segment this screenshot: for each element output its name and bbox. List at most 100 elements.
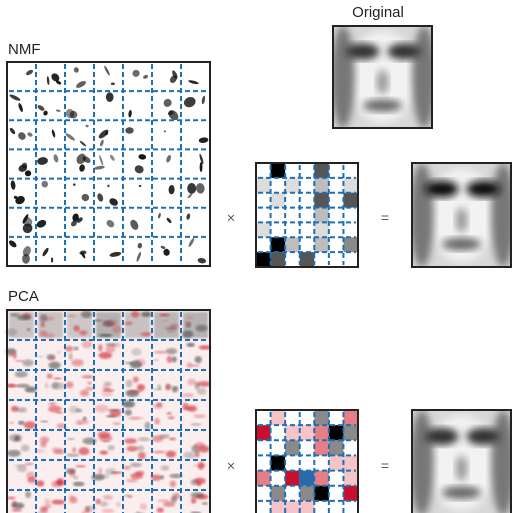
basis-stroke xyxy=(183,96,196,108)
eigen-blob xyxy=(190,422,202,426)
eigen-blob xyxy=(168,437,177,441)
face-feature xyxy=(376,69,389,95)
basis-stroke xyxy=(51,73,60,82)
basis-stroke xyxy=(53,154,59,163)
basis-stroke xyxy=(125,127,134,134)
eigen-blob xyxy=(66,314,77,318)
eigen-blob xyxy=(137,437,151,442)
eigen-blob xyxy=(196,387,207,396)
coef-cell xyxy=(270,163,286,178)
basis-stroke xyxy=(72,213,79,222)
coef-cell xyxy=(343,470,358,486)
eigen-blob xyxy=(20,444,30,452)
eigen-blob xyxy=(40,420,49,423)
basis-stroke xyxy=(134,165,144,174)
eigen-blob xyxy=(35,449,46,453)
eigen-blob xyxy=(197,381,211,387)
eigen-blob xyxy=(14,370,28,378)
eigen-blob xyxy=(93,319,103,322)
eigen-blob xyxy=(44,332,55,339)
eigen-blob xyxy=(144,421,151,430)
eigen-blob xyxy=(128,390,142,393)
eigen-blob xyxy=(140,332,152,337)
coef-cell xyxy=(285,425,300,441)
eigen-blob xyxy=(103,381,112,386)
eigen-blob xyxy=(24,462,34,466)
basis-stroke xyxy=(76,153,86,165)
face-feature xyxy=(466,428,501,445)
basis-stroke xyxy=(187,193,193,199)
basis-stroke xyxy=(22,254,30,264)
grid-lines xyxy=(9,312,208,513)
coef-cell xyxy=(270,455,286,471)
eigen-blob xyxy=(105,468,117,476)
basis-stroke xyxy=(22,246,31,257)
coef-cell xyxy=(314,410,329,426)
eigen-blob xyxy=(95,498,102,505)
eigen-blob xyxy=(151,435,164,443)
eigen-blob xyxy=(169,473,183,479)
equals-sign: = xyxy=(381,458,389,474)
eigen-blob xyxy=(126,445,138,452)
eigen-blob xyxy=(165,348,178,355)
eigen-blob xyxy=(71,447,77,453)
eigen-blob xyxy=(67,437,75,440)
eigen-blob xyxy=(162,319,169,322)
face-feature xyxy=(333,26,355,128)
eigen-blob xyxy=(11,502,25,509)
eigen-blob xyxy=(11,405,19,412)
eigen-blob xyxy=(201,502,209,505)
coef-cell xyxy=(314,177,329,193)
frame xyxy=(6,61,211,267)
eigen-blob xyxy=(171,356,177,363)
eigen-blob xyxy=(139,503,147,511)
eigen-blob xyxy=(75,408,83,413)
nmf-label: NMF xyxy=(8,41,41,58)
coef-cell xyxy=(256,222,271,238)
frame xyxy=(411,409,512,513)
eigen-blob xyxy=(73,325,80,332)
eigen-blob xyxy=(9,421,14,425)
eigen-blob xyxy=(165,383,171,391)
eigen-blob xyxy=(112,422,121,425)
eigen-blob xyxy=(73,475,79,480)
eigen-blob xyxy=(53,377,62,380)
basis-stroke xyxy=(109,154,115,161)
eigen-blob xyxy=(182,393,195,398)
eigen-blob xyxy=(79,389,90,397)
eigen-blob xyxy=(22,359,34,367)
basis-stroke xyxy=(157,212,161,219)
coef-cell xyxy=(299,425,315,441)
eigen-blob xyxy=(75,419,89,425)
basis-stroke xyxy=(138,154,147,160)
eigen-blob xyxy=(44,504,52,509)
eigen-blob xyxy=(44,382,49,389)
eigen-blob xyxy=(124,409,132,416)
face-feature xyxy=(412,163,434,267)
basis-stroke xyxy=(46,76,50,86)
eigen-blob xyxy=(17,383,30,388)
face-image xyxy=(412,410,511,513)
coef-cell xyxy=(270,410,286,426)
coef-cell xyxy=(314,470,329,486)
face-feature xyxy=(455,455,468,482)
eigen-blob xyxy=(167,415,175,420)
eigen-blob xyxy=(66,453,80,458)
eigen-blob xyxy=(101,391,113,397)
eigen-blob xyxy=(69,469,76,478)
basis-stroke xyxy=(18,103,23,112)
eigen-blob xyxy=(65,381,74,389)
eigen-blob xyxy=(183,451,197,459)
eigen-blob xyxy=(16,465,28,473)
basis-stroke xyxy=(37,157,48,165)
eigen-blob xyxy=(36,480,45,487)
eigen-blob xyxy=(196,481,202,487)
coef-cell xyxy=(343,237,358,253)
eigen-blob xyxy=(12,352,18,359)
coef-cell xyxy=(328,425,344,441)
eigen-blob xyxy=(130,416,144,420)
eigen-blob xyxy=(10,313,20,317)
eigen-blob xyxy=(156,507,164,513)
coef-cell xyxy=(314,163,329,178)
eigen-blob xyxy=(95,474,110,479)
